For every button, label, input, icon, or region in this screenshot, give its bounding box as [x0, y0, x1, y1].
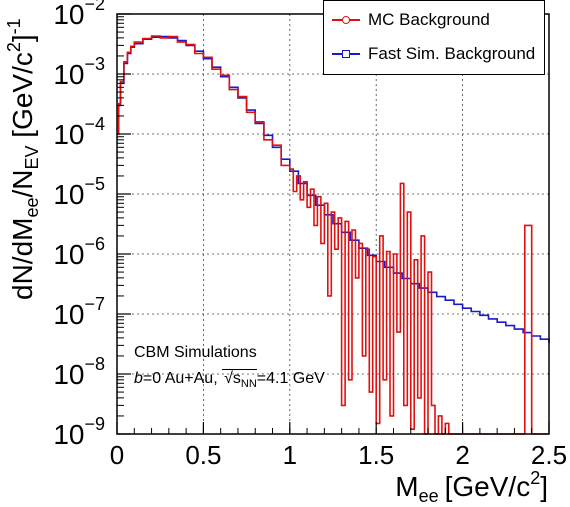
annotation-cbm: CBM Simulations — [134, 344, 257, 361]
y-tick-label: 10−8 — [53, 354, 105, 390]
x-tick-label: 0.5 — [185, 440, 221, 470]
y-tick-label: 10−3 — [53, 54, 105, 90]
y-tick-label: 10−9 — [53, 414, 105, 450]
legend-label-fastsim: Fast Sim. Background — [368, 44, 536, 63]
x-tick-label: 2.5 — [531, 440, 567, 470]
annotation-collision: b=0 Au+Au, √sNN=4.1 GeV — [134, 369, 325, 391]
x-tick-labels: 0 0.5 1 1.5 2 2.5 — [110, 440, 567, 470]
x-tick-label: 1 — [283, 440, 297, 470]
series-line-fast-sim-background — [117, 35, 550, 343]
y-axis-label: dN/dMee/NEV [GeV/c2]-1 — [4, 18, 42, 300]
svg-text:dN/dMee/NEV [GeV/c2]-1: dN/dMee/NEV [GeV/c2]-1 — [4, 18, 42, 300]
x-axis-label: Mee [GeV/c2] — [395, 468, 548, 506]
series-layer — [117, 35, 550, 435]
y-tick-label: 10−6 — [53, 234, 105, 270]
annotation-energy: =4.1 GeV — [256, 370, 325, 387]
annotation-sqrt: √sNN — [222, 369, 257, 391]
series-line-mc-background — [117, 35, 549, 435]
y-tick-labels: 10−2 10−3 10−4 10−5 10−6 10−7 10−8 10−9 — [53, 0, 105, 450]
y-tick-label: 10−2 — [53, 0, 105, 30]
legend-swatch-mc — [332, 13, 360, 27]
x-tick-label: 2 — [455, 440, 469, 470]
axis-ticks — [116, 13, 550, 435]
x-tick-label: 0 — [110, 440, 124, 470]
legend-label-mc: MC Background — [368, 10, 490, 29]
y-tick-label: 10−7 — [53, 294, 105, 330]
x-tick-label: 1.5 — [358, 440, 394, 470]
legend-entry-mc: MC Background — [332, 6, 490, 34]
legend-swatch-fastsim — [332, 47, 360, 61]
annotation-system: =0 Au+Au, — [142, 370, 223, 387]
y-tick-label: 10−5 — [53, 174, 105, 210]
legend-entry-fastsim: Fast Sim. Background — [332, 40, 535, 68]
annotation-b: b — [134, 370, 143, 387]
y-tick-label: 10−4 — [53, 114, 105, 150]
legend: MC Background Fast Sim. Background — [323, 0, 545, 75]
